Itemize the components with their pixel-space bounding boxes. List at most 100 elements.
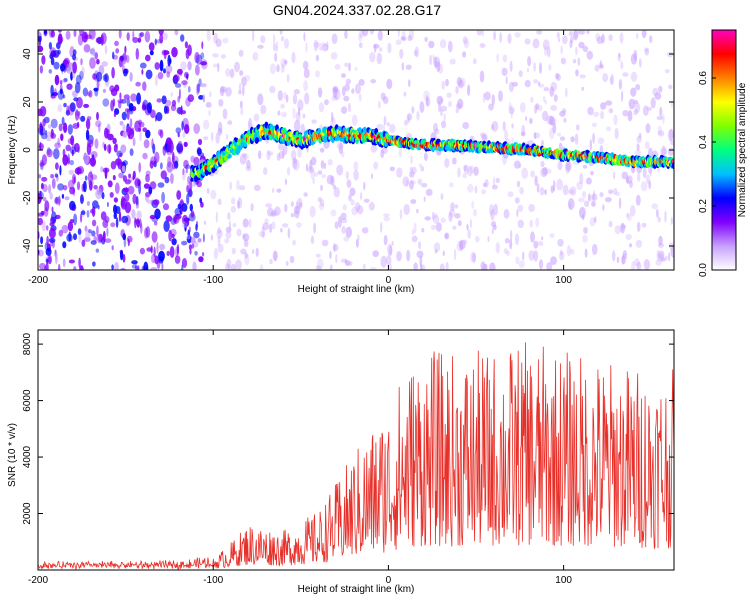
- heatmap-cell: [260, 35, 266, 44]
- heatmap-cell: [420, 166, 425, 172]
- heatmap-cell: [63, 122, 68, 134]
- heatmap-cell: [626, 212, 629, 218]
- heatmap-cell: [69, 200, 76, 211]
- heatmap-cell: [538, 105, 543, 111]
- heatmap-cell: [304, 92, 310, 105]
- heatmap-cell: [101, 192, 105, 200]
- heatmap-cell: [318, 202, 325, 210]
- heatmap-cell: [386, 254, 392, 266]
- heatmap-cell: [85, 118, 91, 130]
- heatmap-cell: [577, 57, 581, 66]
- heatmap-cell: [124, 108, 130, 113]
- heatmap-cell: [546, 46, 551, 58]
- heatmap-cell: [403, 91, 407, 97]
- heatmap-cell: [670, 101, 674, 108]
- heatmap-cell: [317, 87, 323, 98]
- heatmap-cell: [278, 150, 285, 159]
- heatmap-cell: [517, 219, 524, 229]
- heatmap-cell: [217, 127, 223, 136]
- heatmap-cell: [502, 121, 506, 132]
- heatmap-cell: [383, 123, 386, 133]
- heatmap-cell: [154, 208, 161, 220]
- heatmap-cell: [96, 225, 99, 237]
- heatmap-cell: [655, 259, 662, 266]
- heatmap-cell: [441, 80, 446, 90]
- heatmap-cell: [568, 31, 573, 37]
- heatmap-cell: [242, 218, 249, 228]
- heatmap-cell: [41, 176, 48, 182]
- heatmap-cell: [557, 161, 563, 171]
- heatmap-cell: [215, 38, 222, 48]
- heatmap-cell: [177, 140, 183, 152]
- heatmap-cell: [128, 107, 134, 115]
- heatmap-cell: [358, 93, 362, 102]
- heatmap-cell: [43, 30, 47, 35]
- heatmap-cell: [175, 127, 182, 134]
- heatmap-cell: [297, 147, 302, 158]
- heatmap-cell: [53, 88, 58, 99]
- heatmap-cell: [251, 248, 255, 255]
- heatmap-cell: [573, 30, 579, 39]
- heatmap-cell: [119, 152, 123, 157]
- heatmap-cell: [324, 99, 329, 106]
- heatmap-cell: [264, 218, 269, 225]
- heatmap-cell: [522, 251, 525, 261]
- heatmap-cell: [634, 258, 640, 267]
- heatmap-cell: [83, 153, 90, 165]
- heatmap-cell: [625, 176, 630, 184]
- heatmap-cell: [124, 201, 132, 214]
- heatmap-cell: [76, 181, 81, 191]
- heatmap-cell: [135, 265, 139, 270]
- heatmap-cell: [491, 221, 496, 228]
- heatmap-cell: [586, 30, 590, 35]
- heatmap-cell: [123, 68, 128, 77]
- heatmap-cell: [38, 45, 44, 53]
- heatmap-cell: [157, 129, 163, 136]
- heatmap-cell: [199, 197, 203, 204]
- colorbar: 0.0 0.2 0.4 0.6 Normalized spectral amplitu…: [698, 29, 748, 277]
- heatmap-cell: [298, 202, 303, 208]
- heatmap-cell: [89, 157, 97, 167]
- heatmap-cell: [582, 45, 589, 53]
- heatmap-cell: [154, 38, 157, 46]
- heatmap-cell: [654, 92, 662, 100]
- heatmap-cell: [203, 119, 210, 130]
- heatmap-cell: [154, 62, 160, 70]
- heatmap-cell: [66, 83, 73, 90]
- heatmap-cell: [227, 120, 233, 125]
- heatmap-cell: [572, 59, 577, 64]
- heatmap-cell: [95, 188, 103, 200]
- heatmap-cell: [370, 79, 377, 84]
- heatmap-cell: [187, 175, 191, 185]
- heatmap-cell: [361, 227, 369, 234]
- heatmap-cell: [397, 30, 400, 38]
- heatmap-cell: [578, 30, 586, 35]
- heatmap-cell: [252, 51, 259, 61]
- heatmap-cell: [560, 45, 564, 55]
- heatmap-cell: [154, 151, 160, 164]
- heatmap-cell: [614, 225, 622, 235]
- heatmap-cell: [97, 205, 100, 210]
- heatmap-cell: [410, 155, 413, 165]
- heatmap-cell: [114, 261, 119, 270]
- heatmap-cell: [605, 100, 613, 106]
- heatmap-cell: [38, 249, 44, 257]
- heatmap-cell: [196, 148, 202, 155]
- spectrogram-x-label: Height of straight line (km): [298, 284, 415, 295]
- heatmap-cell: [403, 204, 410, 215]
- heatmap-cell: [246, 159, 251, 169]
- heatmap-cell: [202, 94, 206, 103]
- heatmap-cell: [187, 86, 191, 93]
- heatmap-cell: [546, 168, 552, 174]
- heatmap-cell: [159, 243, 166, 251]
- heatmap-cell: [617, 53, 621, 62]
- heatmap-cell: [318, 102, 325, 113]
- heatmap-cell: [609, 76, 614, 85]
- heatmap-cell: [331, 95, 339, 101]
- heatmap-cell: [467, 84, 471, 96]
- heatmap-cell: [138, 162, 141, 173]
- heatmap-cell: [65, 144, 71, 152]
- heatmap-cell: [657, 125, 662, 135]
- heatmap-cell: [527, 56, 532, 67]
- heatmap-cell: [261, 226, 265, 239]
